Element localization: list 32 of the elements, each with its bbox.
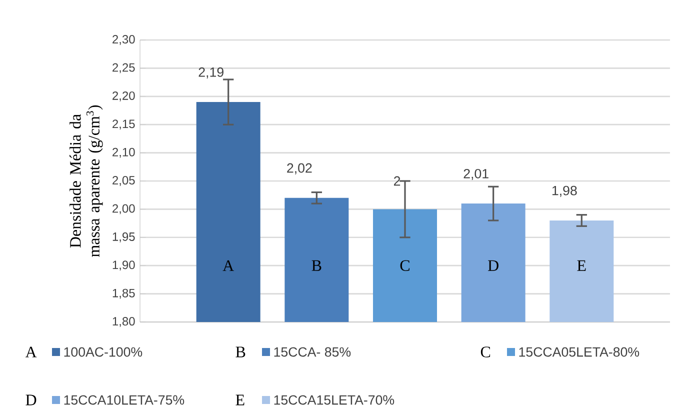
category-label: A <box>25 346 37 358</box>
y-tick-label: 2,00 <box>112 204 135 214</box>
y-tick-label: 2,10 <box>112 148 135 158</box>
data-label: 2,02 <box>287 163 312 174</box>
y-tick-label: 2,05 <box>112 176 135 186</box>
x-tick-label: D <box>488 260 498 271</box>
y-tick-label: 2,25 <box>112 63 135 74</box>
data-label: 1,98 <box>552 186 577 197</box>
y-tick-label: 1,80 <box>112 317 135 327</box>
legend-label: 15CCA- 85% <box>274 347 351 357</box>
x-tick-label: B <box>312 260 322 271</box>
y-tick-label: 2,20 <box>112 91 135 102</box>
y-tick-label: 2,30 <box>112 35 135 45</box>
data-label: 2,01 <box>464 168 488 180</box>
category-label: B <box>236 346 246 358</box>
y-axis-title: Densidade Média da massa aparente (g/cm$^{3}$) <box>70 105 103 257</box>
x-tick-label: A <box>222 260 234 271</box>
legend-label: 15CCA05LETA-80% <box>519 347 640 357</box>
x-tick-label: E <box>577 260 586 271</box>
data-label: 2,19 <box>198 67 224 78</box>
category-label: C <box>480 346 490 358</box>
y-tick-label: 1,95 <box>112 232 135 242</box>
y-tick-label: 1,85 <box>112 288 135 299</box>
category-label: E <box>236 394 244 406</box>
x-tick-label: C <box>400 260 410 271</box>
legend-label: 15CCA10LETA-75% <box>64 395 184 405</box>
y-tick-label: 2,15 <box>112 120 135 130</box>
y-tick-label: 1,90 <box>112 260 135 271</box>
data-label: 2 <box>394 176 400 186</box>
category-label: D <box>26 394 36 406</box>
legend-label: 15CCA15LETA-70% <box>274 395 394 405</box>
legend-label: 100AC-100% <box>64 347 142 357</box>
